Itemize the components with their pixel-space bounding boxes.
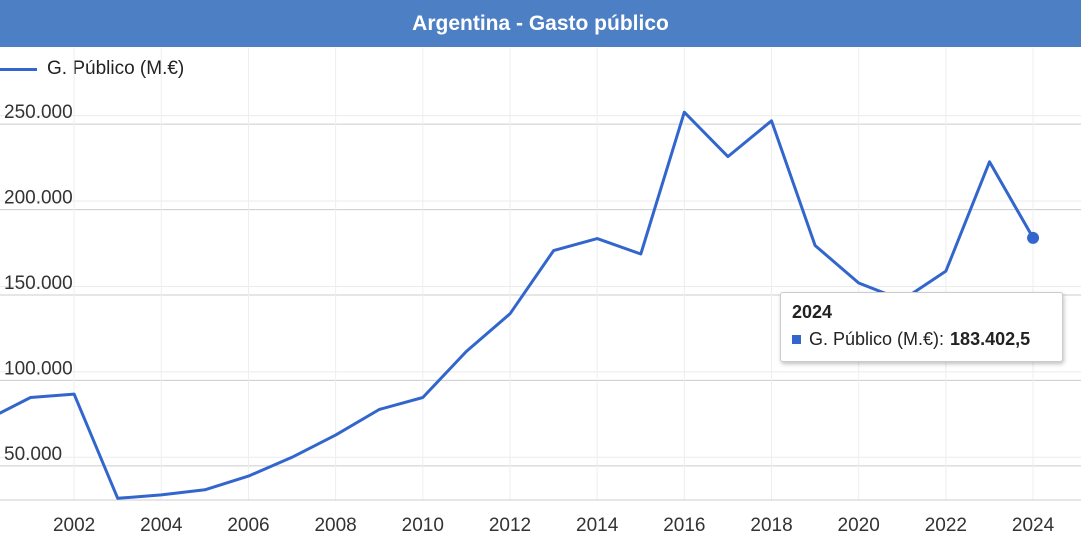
legend-swatch (0, 67, 37, 71)
chart-title: Argentina - Gasto público (0, 0, 1081, 47)
x-axis-ticks: 2002 2004 2006 2008 2010 2012 2014 2016 2018 2020… (53, 515, 1055, 536)
y-tick-label: 50.000 (4, 444, 62, 465)
y-tick-label: 250.000 (4, 102, 73, 123)
tooltip: 2024 G. Público (M.€): 183.402,5 (780, 292, 1063, 362)
series-layer[interactable] (0, 110, 1040, 500)
x-tick-label: 2016 (663, 515, 705, 536)
tooltip-row: G. Público (M.€): 183.402,5 (792, 329, 1051, 350)
x-tick-label: 2022 (925, 515, 967, 536)
x-tick-label: 2006 (227, 515, 269, 536)
x-tick-label: 2014 (576, 515, 619, 536)
y-tick-label: 200.000 (4, 188, 73, 209)
y-tick-label: 100.000 (4, 358, 73, 379)
y-tick-label: 150.000 (4, 273, 73, 294)
x-tick-label: 2024 (1012, 515, 1055, 536)
series-line[interactable] (0, 110, 1035, 500)
tooltip-year: 2024 (792, 302, 833, 322)
tooltip-series-label: G. Público (M.€): (809, 329, 945, 349)
y-axis-ticks: 50.000 100.000 150.000 200.000 250.000 (4, 102, 73, 465)
tooltip-swatch (792, 335, 801, 344)
chart-title-text: Argentina - Gasto público (412, 11, 669, 35)
x-tick-label: 2018 (750, 515, 792, 536)
x-tick-label: 2010 (402, 515, 444, 536)
x-tick-label: 2020 (838, 515, 880, 536)
x-tick-label: 2008 (314, 515, 356, 536)
legend-label: G. Público (M.€) (47, 58, 185, 79)
tooltip-value: 183.402,5 (950, 329, 1031, 349)
highlighted-data-point[interactable] (1027, 231, 1040, 244)
x-tick-label: 2012 (489, 515, 531, 536)
legend[interactable]: G. Público (M.€) (0, 52, 184, 86)
x-tick-label: 2002 (53, 515, 95, 536)
grid-lines (0, 48, 1081, 501)
x-tick-label: 2004 (140, 515, 183, 536)
